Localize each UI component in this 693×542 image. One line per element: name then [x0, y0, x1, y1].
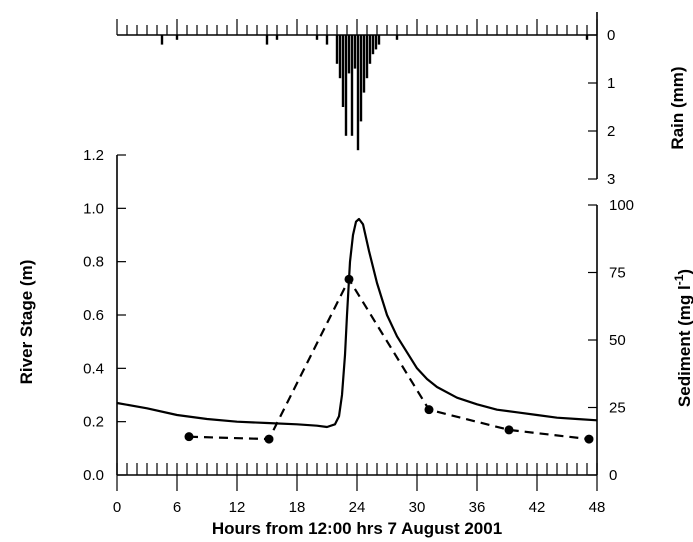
x-axis-label: Hours from 12:00 hrs 7 August 2001	[212, 519, 502, 538]
rain-bar	[353, 35, 357, 69]
rain-y-tick-label: 0	[607, 27, 615, 44]
rain-bar	[338, 35, 342, 79]
rain-y-tick-label: 3	[607, 171, 615, 188]
x-tick-label: 6	[173, 499, 181, 516]
rain-bar	[359, 35, 363, 122]
river-stage-axis-label: River Stage (m)	[17, 260, 36, 385]
sediment-point	[424, 405, 434, 415]
rain-bar	[374, 35, 378, 50]
rain-bar	[395, 35, 399, 40]
sediment-point	[264, 434, 274, 444]
rain-bar	[350, 35, 354, 136]
stage-y-tick-label: 0.8	[83, 254, 104, 271]
rain-bar	[160, 35, 164, 45]
rain-axis-label: Rain (mm)	[668, 66, 687, 149]
sediment-axis-label-base: Sediment (mg l	[675, 285, 693, 407]
stage-y-tick-label: 0.0	[83, 467, 104, 484]
rain-bar	[377, 35, 381, 45]
rain-bar	[275, 35, 279, 40]
rain-bar	[315, 35, 319, 40]
x-tick-label: 24	[349, 499, 366, 516]
sediment-point	[504, 425, 514, 435]
stage-y-tick-label: 1.2	[83, 147, 104, 164]
x-tick-label: 0	[113, 499, 121, 516]
rain-bar	[356, 35, 360, 151]
rain-y-tick-label: 1	[607, 75, 615, 92]
sediment-y-tick-label: 75	[609, 265, 626, 282]
stage-axes: 0 6 12 18 24 30 36 42 48 0.0 0.2 0.4 0.6 0.8 1.0 1.2 0 25…	[83, 147, 634, 516]
rain-bar	[362, 35, 366, 93]
x-tick-label: 48	[589, 499, 606, 516]
rain-bar	[341, 35, 345, 107]
rain-bar	[368, 35, 372, 64]
river-stage-line	[116, 217, 598, 429]
x-tick-label: 36	[469, 499, 486, 516]
stage-y-tick-label: 0.4	[83, 360, 104, 377]
rain-bar	[365, 35, 369, 79]
rain-bar	[585, 35, 589, 40]
stage-y-tick-label: 0.2	[83, 414, 104, 431]
sediment-axis-label-close: )	[675, 269, 693, 275]
rain-y-tick-label: 2	[607, 123, 615, 140]
rain-bar	[265, 35, 269, 45]
rain-bar	[325, 35, 329, 45]
sediment-axis-label: Sediment (mg l-1)	[672, 269, 693, 407]
x-tick-label: 18	[289, 499, 306, 516]
sediment-point	[584, 434, 594, 444]
sediment-point	[184, 432, 194, 442]
sediment-y-tick-label: 25	[609, 400, 626, 417]
sediment-line	[188, 277, 590, 441]
sediment-y-tick-label: 100	[609, 197, 634, 214]
sediment-y-tick-label: 50	[609, 332, 626, 349]
sediment-axis-label-sup: -1	[672, 274, 686, 285]
sediment-point	[344, 274, 354, 284]
rain-axes: 0 1 2 3	[116, 12, 615, 188]
rain-bar	[371, 35, 375, 55]
x-tick-label: 12	[229, 499, 246, 516]
sediment-y-tick-label: 0	[609, 467, 617, 484]
rain-bar	[347, 35, 351, 74]
stage-y-tick-label: 1.0	[83, 200, 104, 217]
x-tick-label: 30	[409, 499, 426, 516]
stage-y-tick-label: 0.6	[83, 307, 104, 324]
rain-bar	[335, 35, 339, 64]
rain-bar	[175, 35, 179, 40]
x-tick-label: 42	[529, 499, 546, 516]
rain-bar	[344, 35, 348, 136]
